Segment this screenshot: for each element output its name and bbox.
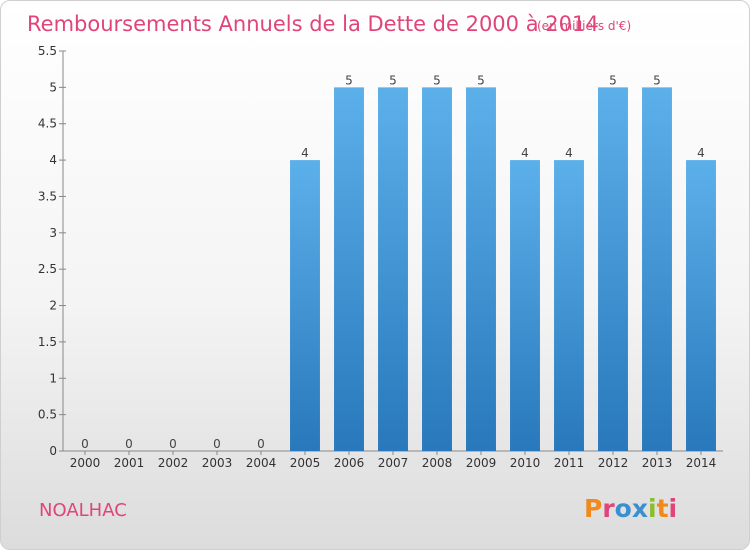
bar-2013 (642, 87, 672, 451)
data-label-2006: 5 (345, 73, 353, 87)
logo-letter: t (657, 494, 669, 523)
chart-subtitle: (en milliers d'€) (537, 19, 631, 33)
bar-2007 (378, 87, 408, 451)
data-label-2012: 5 (609, 73, 617, 87)
y-tick-label: 0 (49, 444, 57, 458)
x-tick-label: 2000 (70, 456, 101, 470)
data-label-2009: 5 (477, 73, 485, 87)
x-tick-label: 2010 (510, 456, 541, 470)
y-tick-label: 1 (49, 371, 57, 385)
data-label-2001: 0 (125, 437, 133, 451)
x-tick-label: 2006 (334, 456, 365, 470)
y-tick-label: 3.5 (38, 189, 57, 203)
y-tick-label: 0.5 (38, 408, 57, 422)
x-tick-label: 2003 (202, 456, 233, 470)
logo-letter: x (632, 494, 648, 523)
data-label-2013: 5 (653, 73, 661, 87)
x-tick-label: 2011 (554, 456, 585, 470)
x-tick-label: 2012 (598, 456, 629, 470)
logo-letter: P (584, 494, 602, 523)
axes: 0 0.5 1 1.5 2 2.5 3 3.5 4 4.5 5 5.5 2000 2001 2002 2003… (38, 44, 723, 470)
x-tick-label: 2002 (158, 456, 189, 470)
data-label-2004: 0 (257, 437, 265, 451)
data-label-2011: 4 (565, 146, 573, 160)
x-tick-label: 2005 (290, 456, 321, 470)
data-label-2005: 4 (301, 146, 309, 160)
y-tick-label: 4.5 (38, 117, 57, 131)
x-tick-label: 2001 (114, 456, 145, 470)
bar-2008 (422, 87, 452, 451)
x-tick-label: 2004 (246, 456, 277, 470)
y-tick-label: 2.5 (38, 262, 57, 276)
data-label-2003: 0 (213, 437, 221, 451)
y-tick-label: 3 (49, 226, 57, 240)
data-label-2007: 5 (389, 73, 397, 87)
bar-2009 (466, 87, 496, 451)
data-label-2014: 4 (697, 146, 705, 160)
data-label-2002: 0 (169, 437, 177, 451)
data-labels: 0 0 0 0 0 4 5 5 5 5 4 4 5 5 4 (81, 73, 705, 451)
chart-title: Remboursements Annuels de la Dette de 20… (27, 12, 599, 36)
data-label-2000: 0 (81, 437, 89, 451)
y-tick-label: 2 (49, 299, 57, 313)
x-tick-label: 2007 (378, 456, 409, 470)
bar-2014 (686, 160, 716, 451)
y-tick-label: 4 (49, 153, 57, 167)
logo-letter: o (615, 494, 632, 523)
bar-2010 (510, 160, 540, 451)
logo-letter: i (648, 494, 657, 523)
x-tick-label: 2013 (642, 456, 673, 470)
y-tick-label: 1.5 (38, 335, 57, 349)
proxiti-logo: Proxiti (584, 494, 677, 523)
y-tick-label: 5.5 (38, 44, 57, 58)
x-tick-label: 2008 (422, 456, 453, 470)
x-tick-label: 2014 (686, 456, 717, 470)
data-label-2008: 5 (433, 73, 441, 87)
bar-2006 (334, 87, 364, 451)
logo-letter: r (602, 494, 615, 523)
data-label-2010: 4 (521, 146, 529, 160)
bar-2011 (554, 160, 584, 451)
bar-2012 (598, 87, 628, 451)
x-tick-label: 2009 (466, 456, 497, 470)
y-tick-label: 5 (49, 80, 57, 94)
logo-letter: i (669, 494, 678, 523)
bars (290, 87, 716, 451)
bar-2005 (290, 160, 320, 451)
commune-name: NOALHAC (39, 500, 127, 521)
